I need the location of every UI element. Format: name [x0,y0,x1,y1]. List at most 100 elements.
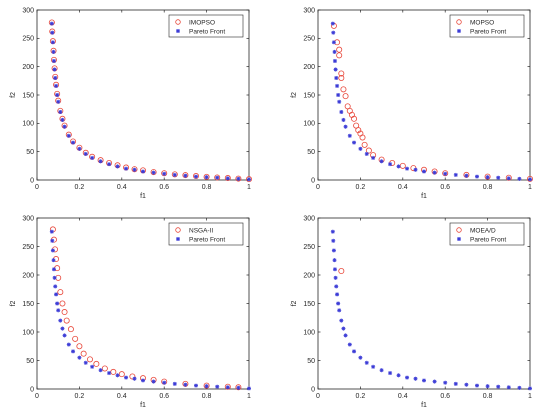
asterisk-stroke [55,301,59,306]
asterisk-stroke [50,238,55,243]
asterisk-stroke [52,59,56,63]
data-point [335,83,340,88]
x-tick-label: 0.8 [202,184,212,191]
asterisk-stroke [77,355,82,360]
asterisk-stroke [58,318,63,323]
asterisk-stroke [331,21,335,26]
data-point [224,383,231,390]
data-point [347,133,352,138]
data-point [342,93,349,100]
data-point [346,107,353,114]
data-point [203,382,210,389]
asterisk-stroke [77,147,82,151]
legend-marker [456,227,462,233]
data-point [348,111,355,118]
data-point [332,49,337,54]
y-tick-label: 250 [303,244,315,251]
data-point [71,140,76,145]
y-tick-label: 0 [311,386,315,393]
asterisk-stroke [457,29,461,33]
data-point [51,59,56,63]
data-point [55,301,60,306]
y-tick-label: 300 [303,215,315,222]
legend-label: MOPSO [470,19,494,26]
data-point [443,380,448,385]
asterisk-stroke [517,386,522,390]
data-point [56,99,61,104]
data-point [115,373,120,378]
asterisk-stroke [331,229,335,234]
asterisk-stroke [396,164,401,169]
series-mopso [330,22,534,182]
asterisk-stroke [352,140,356,145]
asterisk-stroke [66,133,71,138]
series-moea-d [338,268,345,275]
legend-label: IMOPSO [189,19,215,26]
data-point [204,384,209,389]
data-point [464,382,469,387]
y-tick-label: 200 [303,272,315,279]
data-point [245,176,252,183]
y-tick-label: 50 [307,358,315,365]
asterisk-stroke [60,118,65,122]
data-point [422,169,426,174]
data-point [475,383,479,388]
asterisk-stroke [53,76,58,80]
data-point [379,159,384,164]
y-tick-label: 100 [22,329,34,336]
legend-marker [456,19,462,25]
data-point [464,173,469,178]
data-point [171,171,178,178]
data-point [330,21,335,26]
data-point [124,166,129,171]
asterisk-stroke [71,140,75,145]
data-point [71,349,76,354]
asterisk-stroke [333,67,338,72]
data-point [215,175,220,180]
data-point [66,133,71,138]
y-tick-label: 100 [22,121,34,128]
y-axis-label: f2 [10,92,17,98]
data-point [432,379,437,384]
chart-panel-4: 0 0.2 0.4 0.6 0.8 1 0 50 100 150 200 250 300 f1 f2 MOEA… [291,215,532,409]
data-point [388,371,393,376]
x-tick-label: 0 [316,393,320,400]
data-point [505,174,512,181]
data-point [107,162,112,167]
asterisk-stroke [141,169,145,174]
asterisk-stroke [343,333,348,338]
data-point [53,76,58,80]
data-point [485,384,490,389]
data-point [203,173,210,180]
series-imopso [48,19,252,183]
x-tick-label: 1 [528,393,532,400]
chart-panel-1: 0 0.2 0.4 0.6 0.8 1 0 50 100 150 200 250 300 f1 f2 IMOP… [10,7,252,200]
asterisk-stroke [176,29,180,33]
data-point [51,49,56,54]
asterisk-stroke [358,147,363,151]
chart-panel-3: 0 0.2 0.4 0.6 0.8 1 0 50 100 150 200 250 300 f1 f2 NSGA… [10,215,251,409]
legend-marker [457,237,461,241]
data-point [337,99,342,104]
data-point [339,110,344,114]
y-tick-label: 250 [303,36,315,43]
asterisk-stroke [335,292,339,297]
asterisk-stroke [379,159,384,164]
data-point [235,384,242,391]
asterisk-stroke [124,166,128,171]
data-point [83,151,88,156]
data-point [336,301,341,306]
data-point [351,115,358,122]
asterisk-stroke [336,93,340,97]
data-point [236,385,241,390]
asterisk-stroke [107,371,111,375]
data-point [51,258,56,263]
data-point [358,355,363,360]
y-tick-label: 100 [303,329,315,336]
asterisk-stroke [422,378,426,383]
asterisk-stroke [333,267,337,272]
data-point [62,124,67,129]
asterisk-stroke [176,237,180,241]
y-axis-label: f2 [10,300,17,306]
y-tick-label: 150 [303,92,315,99]
